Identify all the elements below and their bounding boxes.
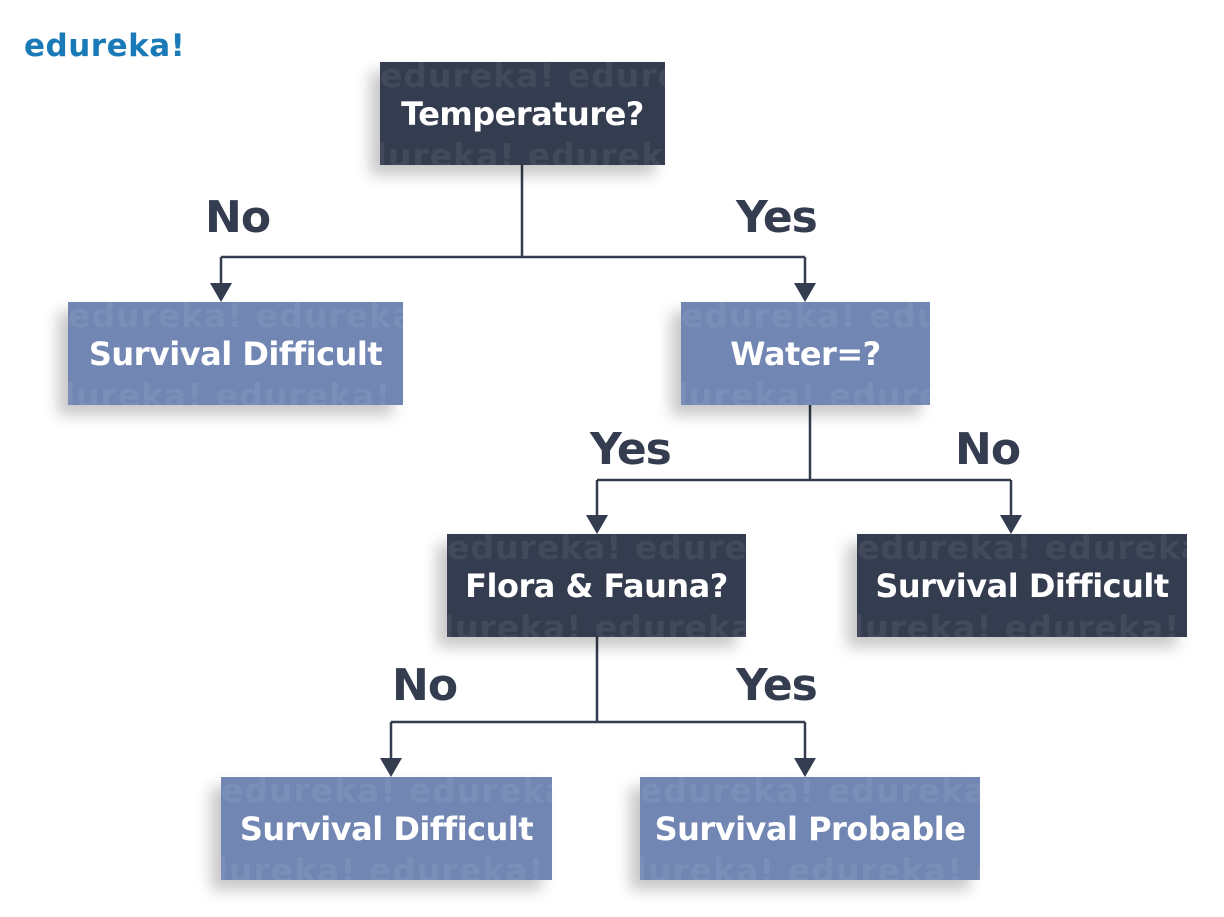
edge-label-water-yes: Yes: [590, 424, 672, 475]
edureka-logo: edureka!: [24, 28, 186, 64]
watermark: edureka! edureka! edureka!: [857, 608, 1187, 637]
node-survival-difficult-1: edureka! edureka! edureka! edureka! edur…: [68, 302, 403, 405]
node-label: Temperature?: [401, 94, 644, 133]
watermark: edureka! edureka! edureka!: [857, 534, 1187, 567]
node-label: Survival Difficult: [875, 566, 1169, 605]
watermark: edureka! edureka! edureka!: [447, 534, 746, 567]
node-label: Survival Difficult: [239, 809, 534, 848]
arrowhead: [210, 283, 232, 302]
arrowhead: [380, 758, 402, 777]
node-survival-difficult-2: edureka! edureka! edureka! edureka! edur…: [857, 534, 1187, 637]
watermark: edureka! edureka! edureka!: [640, 851, 980, 880]
node-survival-probable: edureka! edureka! edureka! edureka! edur…: [640, 777, 980, 880]
node-label: Survival Probable: [654, 809, 966, 848]
node-water: edureka! edureka! edureka! edureka! edur…: [681, 302, 930, 405]
node-flora-fauna: edureka! edureka! edureka! edureka! edur…: [447, 534, 746, 637]
watermark: edureka! edureka! edureka!: [380, 136, 665, 165]
edge-label-flora-yes: Yes: [736, 660, 818, 711]
edge-label-flora-no: No: [392, 660, 458, 711]
watermark: edureka! edureka! edureka!: [380, 62, 665, 95]
node-label: Flora & Fauna?: [465, 566, 728, 605]
watermark: edureka! edureka! edureka!: [681, 376, 930, 405]
watermark: edureka! edureka! edureka!: [68, 302, 403, 335]
watermark: edureka! edureka! edureka!: [221, 777, 552, 810]
watermark: edureka! edureka! edureka!: [68, 376, 403, 405]
arrowhead: [794, 758, 816, 777]
edge-label-temp-no: No: [205, 192, 271, 243]
edge-label-temp-yes: Yes: [736, 192, 818, 243]
node-label: Water=?: [730, 334, 881, 373]
node-label: Survival Difficult: [88, 334, 383, 373]
edge-label-water-no: No: [955, 424, 1021, 475]
node-temperature: edureka! edureka! edureka! edureka! edur…: [380, 62, 665, 165]
watermark: edureka! edureka! edureka!: [640, 777, 980, 810]
arrowhead: [1000, 515, 1022, 534]
watermark: edureka! edureka! edureka!: [681, 302, 930, 335]
watermark: edureka! edureka! edureka!: [447, 608, 746, 637]
arrowhead: [794, 283, 816, 302]
node-survival-difficult-3: edureka! edureka! edureka! edureka! edur…: [221, 777, 552, 880]
watermark: edureka! edureka! edureka!: [221, 851, 552, 880]
arrowhead: [586, 515, 608, 534]
